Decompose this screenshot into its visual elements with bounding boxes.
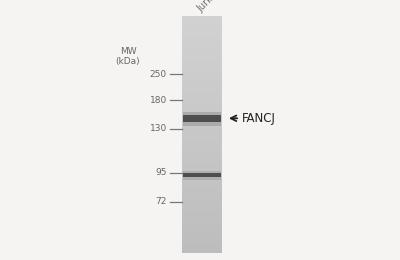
Bar	[182, 104, 222, 108]
Bar	[182, 89, 222, 93]
Bar	[182, 84, 222, 87]
Bar	[182, 119, 222, 123]
Bar	[182, 128, 222, 132]
Bar	[182, 240, 222, 244]
Text: 95: 95	[155, 168, 167, 177]
Bar	[182, 170, 222, 173]
Bar	[182, 160, 222, 164]
Bar	[182, 193, 222, 197]
Bar	[182, 36, 222, 40]
Bar	[182, 249, 222, 253]
Bar	[182, 51, 222, 55]
Bar	[182, 42, 222, 46]
Bar	[182, 101, 222, 105]
Bar	[182, 155, 222, 158]
Bar	[182, 125, 222, 128]
Bar	[182, 158, 222, 161]
Bar	[182, 18, 222, 22]
Bar	[182, 246, 222, 250]
Bar	[182, 164, 222, 167]
Bar	[182, 214, 222, 217]
Bar	[182, 190, 222, 193]
Bar	[182, 229, 222, 232]
Bar	[182, 149, 222, 152]
Bar	[182, 175, 222, 179]
Bar	[182, 231, 222, 235]
Bar	[183, 115, 221, 122]
Bar	[182, 16, 222, 19]
Bar	[182, 211, 222, 214]
Bar	[182, 57, 222, 61]
Bar	[182, 202, 222, 205]
Bar	[182, 237, 222, 241]
Text: Jurkat: Jurkat	[196, 0, 223, 14]
Bar	[182, 93, 222, 96]
Bar	[182, 48, 222, 51]
Bar	[182, 45, 222, 49]
Bar	[182, 181, 222, 185]
Bar	[182, 75, 222, 78]
Bar	[182, 122, 222, 126]
Text: 250: 250	[150, 70, 167, 79]
Bar	[182, 95, 222, 99]
Bar	[182, 220, 222, 223]
Bar	[182, 187, 222, 191]
Bar	[182, 78, 222, 81]
Bar	[182, 184, 222, 188]
Bar	[182, 107, 222, 111]
Bar	[182, 24, 222, 28]
Bar	[182, 137, 222, 140]
Bar	[182, 81, 222, 84]
Bar	[182, 110, 222, 114]
Bar	[182, 39, 222, 43]
Bar	[182, 60, 222, 63]
Bar	[182, 223, 222, 226]
Text: 72: 72	[156, 197, 167, 206]
Bar	[182, 226, 222, 229]
Bar	[182, 235, 222, 238]
Bar	[182, 146, 222, 149]
Bar	[182, 113, 222, 117]
Text: FANCJ: FANCJ	[242, 112, 276, 125]
Bar	[182, 208, 222, 211]
Bar	[182, 199, 222, 203]
Bar	[182, 131, 222, 134]
Bar	[182, 178, 222, 182]
Bar	[182, 134, 222, 137]
Bar	[182, 196, 222, 199]
Bar	[183, 173, 221, 177]
Bar	[182, 166, 222, 170]
Bar	[182, 63, 222, 66]
Bar	[183, 171, 221, 180]
Text: 180: 180	[150, 96, 167, 105]
Bar	[182, 140, 222, 143]
Bar	[182, 172, 222, 176]
Bar	[183, 112, 221, 126]
Bar	[182, 152, 222, 155]
Bar	[182, 22, 222, 25]
Text: MW
(kDa): MW (kDa)	[116, 47, 140, 66]
Bar	[182, 116, 222, 120]
Bar	[182, 54, 222, 57]
Bar	[182, 33, 222, 37]
Bar	[182, 30, 222, 34]
Bar	[182, 69, 222, 72]
Bar	[182, 143, 222, 146]
Bar	[182, 98, 222, 102]
Bar	[182, 27, 222, 31]
Bar	[182, 205, 222, 208]
Text: 130: 130	[150, 124, 167, 133]
Bar	[182, 87, 222, 90]
Bar	[182, 217, 222, 220]
Bar	[182, 66, 222, 69]
Bar	[182, 243, 222, 247]
Bar	[182, 72, 222, 75]
